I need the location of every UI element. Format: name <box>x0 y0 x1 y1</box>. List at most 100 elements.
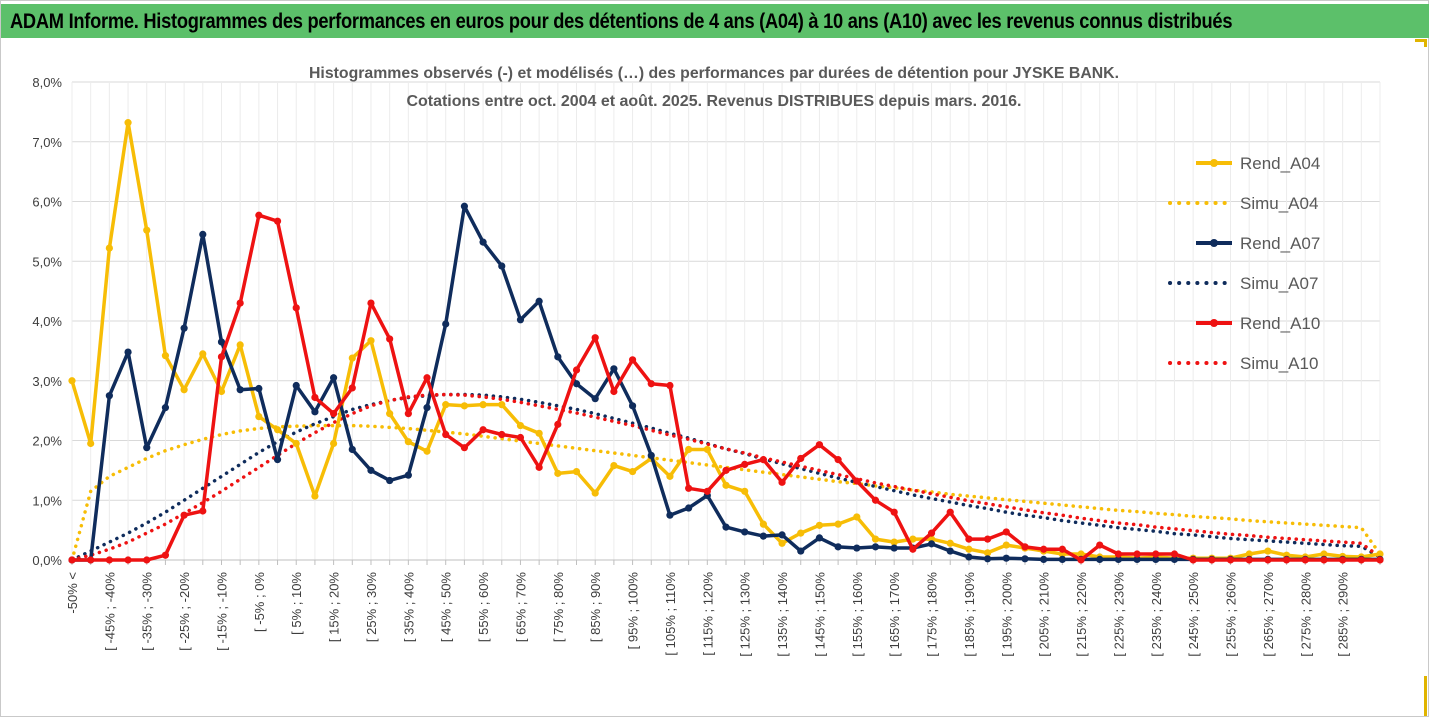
x-tick-label: [ 215% ; 220% <box>1074 572 1089 657</box>
series-simu_a10 <box>70 392 1382 562</box>
data-point <box>367 299 375 307</box>
data-point <box>1077 550 1085 558</box>
data-point <box>890 508 898 516</box>
data-point <box>685 484 693 492</box>
data-point <box>199 230 207 238</box>
x-tick-label: [ -25% ; -20% <box>177 572 192 651</box>
data-point <box>535 463 543 471</box>
data-point <box>535 429 543 437</box>
data-point <box>460 402 468 410</box>
data-point <box>965 545 973 553</box>
data-point <box>759 520 767 528</box>
data-point <box>105 556 113 564</box>
data-point <box>330 374 338 382</box>
data-point <box>535 297 543 305</box>
data-point <box>666 511 674 519</box>
data-point <box>946 539 954 547</box>
data-point <box>572 380 581 388</box>
data-point <box>1114 550 1122 558</box>
chart-gridlines <box>71 81 1381 565</box>
data-point <box>423 447 431 455</box>
x-tick-label: [ 25% ; 30% <box>364 572 379 643</box>
data-point <box>330 410 338 418</box>
x-tick-label: [ 185% ; 190% <box>962 572 977 657</box>
data-point <box>890 544 898 552</box>
data-point <box>442 430 450 439</box>
data-point <box>703 445 711 454</box>
x-tick-label: [ 165% ; 170% <box>887 572 902 657</box>
data-point <box>292 439 300 448</box>
data-point <box>759 532 767 540</box>
data-point <box>1208 556 1216 564</box>
x-tick-label: [ 195% ; 200% <box>999 572 1014 657</box>
data-point <box>292 381 300 390</box>
data-point <box>460 202 468 210</box>
data-point <box>460 444 468 452</box>
x-tick-label: [ 105% ; 110% <box>663 572 678 656</box>
data-point <box>984 549 992 557</box>
legend-item-rend_a04: Rend_A04 <box>1196 154 1320 173</box>
data-point <box>666 381 674 390</box>
data-point <box>628 356 637 364</box>
data-point <box>1376 556 1384 564</box>
data-point <box>161 404 170 412</box>
data-point <box>965 553 973 561</box>
data-point <box>1226 556 1235 564</box>
x-tick-label: [ 155% ; 160% <box>850 572 865 657</box>
x-tick-label: [ 5% ; 10% <box>289 572 304 635</box>
data-point <box>554 420 562 428</box>
data-point <box>236 299 244 307</box>
data-point <box>628 402 637 410</box>
data-point <box>815 441 824 449</box>
x-tick-label: [ 205% ; 210% <box>1037 572 1052 657</box>
x-tick-label: -50% < <box>65 572 80 614</box>
y-tick-label: 3,0% <box>32 374 62 389</box>
data-point <box>255 384 263 393</box>
y-tick-label: 5,0% <box>32 254 62 269</box>
data-point <box>1058 545 1066 553</box>
data-point <box>330 439 338 448</box>
data-point <box>479 426 487 434</box>
data-point <box>124 556 132 564</box>
data-point <box>1133 550 1141 558</box>
data-point <box>255 211 263 219</box>
data-point <box>348 354 356 362</box>
data-point <box>292 304 300 312</box>
x-tick-label: [ 75% ; 80% <box>551 572 566 643</box>
report-banner: ADAM Informe. Histogrammes des performan… <box>1 4 1429 38</box>
chart-legend: Rend_A04 Simu_A04 Rend_A07 Simu_A07 Rend_A10… <box>1168 154 1320 373</box>
data-point <box>1002 528 1010 536</box>
data-point <box>628 467 637 476</box>
data-point <box>143 226 151 234</box>
data-point <box>946 547 954 555</box>
data-point <box>1002 541 1010 549</box>
data-point <box>498 262 506 270</box>
x-tick-label: [ 255% ; 260% <box>1224 572 1239 657</box>
data-point <box>1282 556 1291 564</box>
data-point <box>124 348 132 356</box>
chart-title-line2: Cotations entre oct. 2004 et août. 2025.… <box>407 93 1022 110</box>
data-point <box>1152 555 1160 564</box>
data-point <box>853 544 861 552</box>
data-point <box>610 461 618 470</box>
data-point <box>797 529 805 537</box>
data-point <box>68 377 76 385</box>
y-tick-label: 0,0% <box>32 553 62 568</box>
data-point <box>273 456 282 464</box>
x-tick-label: [ 15% ; 20% <box>327 572 342 643</box>
data-point <box>1357 556 1365 564</box>
data-point <box>386 335 394 343</box>
legend-item-rend_a10: Rend_A10 <box>1196 314 1320 333</box>
data-point <box>871 496 880 504</box>
data-point <box>1021 555 1029 563</box>
data-point <box>703 487 711 495</box>
x-tick-label: [ 225% ; 230% <box>1111 572 1126 657</box>
x-tick-label: [ 175% ; 180% <box>925 572 940 657</box>
data-point <box>386 476 394 485</box>
x-tick-label: [ 235% ; 240% <box>1149 572 1164 657</box>
x-tick-label: [ -35% ; -30% <box>140 572 155 651</box>
x-tick-label: [ 135% ; 140% <box>775 572 790 657</box>
data-point <box>1245 556 1253 564</box>
